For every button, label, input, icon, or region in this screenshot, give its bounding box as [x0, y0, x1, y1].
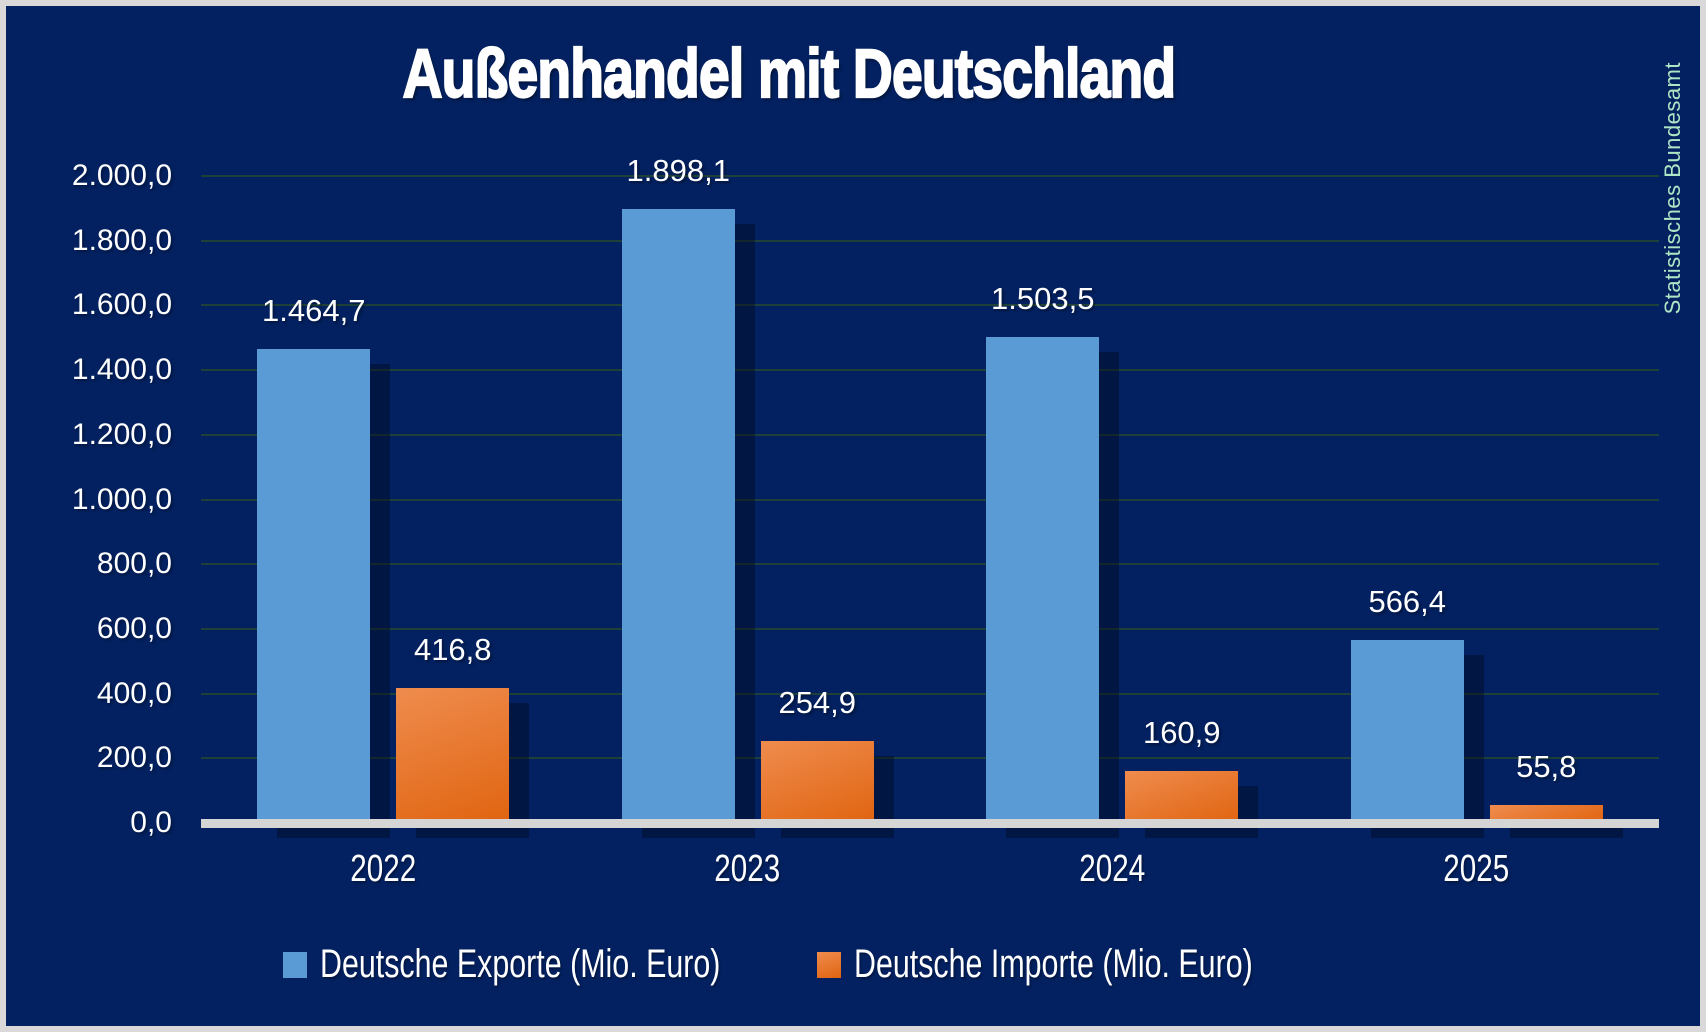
legend-text-wrap-exports: Deutsche Exporte (Mio. Euro)	[320, 942, 762, 987]
legend-swatch-exports	[282, 951, 307, 978]
bar-export-2023	[621, 209, 735, 823]
legend: Deutsche Exporte (Mio. Euro) Deutsche Imp…	[6, 942, 1572, 987]
bar-value-label-export-2022: 1.464,7	[262, 293, 366, 329]
y-tick-label: 800,0	[96, 547, 172, 581]
source-note: Statistisches Bundesamt	[1660, 62, 1685, 315]
legend-text-wrap-imports: Deutsche Importe (Mio. Euro)	[854, 942, 1296, 987]
y-tick-label: 1.200,0	[71, 417, 172, 451]
y-tick-label: 1.800,0	[71, 223, 172, 257]
bar-column-import-2023: 254,9	[760, 684, 874, 823]
bar-export-2024	[986, 336, 1100, 823]
bar-import-2022	[396, 688, 510, 823]
gridline	[201, 498, 1659, 501]
gridline	[201, 239, 1659, 242]
bar-value-label-import-2024: 160,9	[1142, 714, 1221, 750]
y-tick-label: 1.600,0	[71, 288, 172, 322]
y-tick-label: 600,0	[96, 611, 172, 645]
y-tick-label: 400,0	[96, 676, 172, 710]
plot-area: 1.464,7 416,8 1.898,1 254,9 1.503,5 160,9 566,…	[201, 153, 1660, 828]
gridline	[201, 563, 1659, 566]
y-tick-label: 200,0	[96, 741, 172, 775]
x-axis-label-text: 2023	[714, 848, 781, 890]
legend-label-imports: Deutsche Importe (Mio. Euro)	[853, 942, 1253, 986]
bar-export-2022	[257, 349, 371, 823]
bar-column-export-2023: 1.898,1	[621, 153, 735, 823]
gridlines	[201, 175, 1659, 823]
x-axis-baseline	[201, 819, 1659, 828]
gridline	[201, 304, 1659, 307]
y-tick-label: 2.000,0	[71, 159, 172, 192]
x-axis-label-text: 2024	[1079, 848, 1146, 890]
gridline	[201, 175, 1659, 177]
bar-value-label-import-2022: 416,8	[413, 632, 492, 668]
legend-label-exports: Deutsche Exporte (Mio. Euro)	[319, 942, 720, 986]
x-axis-label-text: 2022	[350, 848, 417, 890]
bar-import-2024	[1125, 770, 1239, 823]
gridline	[201, 757, 1659, 760]
y-tick-label: 0,0	[130, 806, 172, 839]
x-axis-label-2024: 2024	[930, 848, 1295, 891]
gridline	[201, 692, 1659, 695]
bar-export-2025	[1350, 639, 1464, 823]
bar-value-label-import-2025: 55,8	[1516, 748, 1577, 784]
y-tick-label: 1.000,0	[71, 482, 172, 516]
bar-column-import-2024: 160,9	[1125, 714, 1239, 823]
x-axis-label-2023: 2023	[566, 848, 931, 891]
legend-item-exports: Deutsche Exporte (Mio. Euro)	[282, 942, 762, 987]
bar-value-label-import-2023: 254,9	[778, 684, 857, 720]
legend-swatch-imports	[816, 951, 841, 978]
x-axis-label-2022: 2022	[201, 848, 566, 891]
x-axis-label-text: 2025	[1443, 848, 1510, 890]
bar-value-label-export-2023: 1.898,1	[626, 153, 730, 188]
bar-groups: 1.464,7 416,8 1.898,1 254,9 1.503,5 160,9 566,…	[201, 153, 1660, 823]
bar-value-label-export-2025: 566,4	[1368, 583, 1447, 619]
bar-column-import-2025: 55,8	[1489, 748, 1603, 823]
gridline	[201, 433, 1659, 436]
bar-group-2024: 1.503,5 160,9	[930, 176, 1295, 823]
bar-group-2022: 1.464,7 416,8	[201, 176, 566, 823]
bar-column-export-2025: 566,4	[1350, 583, 1464, 823]
gridline	[201, 627, 1659, 630]
bar-column-export-2024: 1.503,5	[986, 280, 1100, 823]
y-tick-label: 1.400,0	[71, 353, 172, 387]
x-axis-labels: 2022 2023 2024 2025	[201, 848, 1659, 891]
bar-group-2023: 1.898,1 254,9	[566, 153, 931, 823]
chart-title-row: Außenhandel mit Deutschland	[6, 34, 1572, 113]
bar-import-2023	[760, 740, 874, 823]
bar-column-import-2022: 416,8	[396, 632, 510, 823]
y-axis-labels: 2.000,0 1.800,0 1.600,0 1.400,0 1.200,0 1.000…	[6, 159, 172, 839]
legend-item-imports: Deutsche Importe (Mio. Euro)	[816, 942, 1296, 987]
bar-value-label-export-2024: 1.503,5	[991, 280, 1095, 316]
bar-group-2025: 566,4 55,8	[1295, 176, 1660, 823]
x-axis-label-2025: 2025	[1295, 848, 1660, 891]
gridline	[201, 369, 1659, 372]
bar-import-2025	[1489, 804, 1603, 823]
chart-title: Außenhandel mit Deutschland	[402, 34, 1177, 113]
bar-column-export-2022: 1.464,7	[257, 293, 371, 823]
